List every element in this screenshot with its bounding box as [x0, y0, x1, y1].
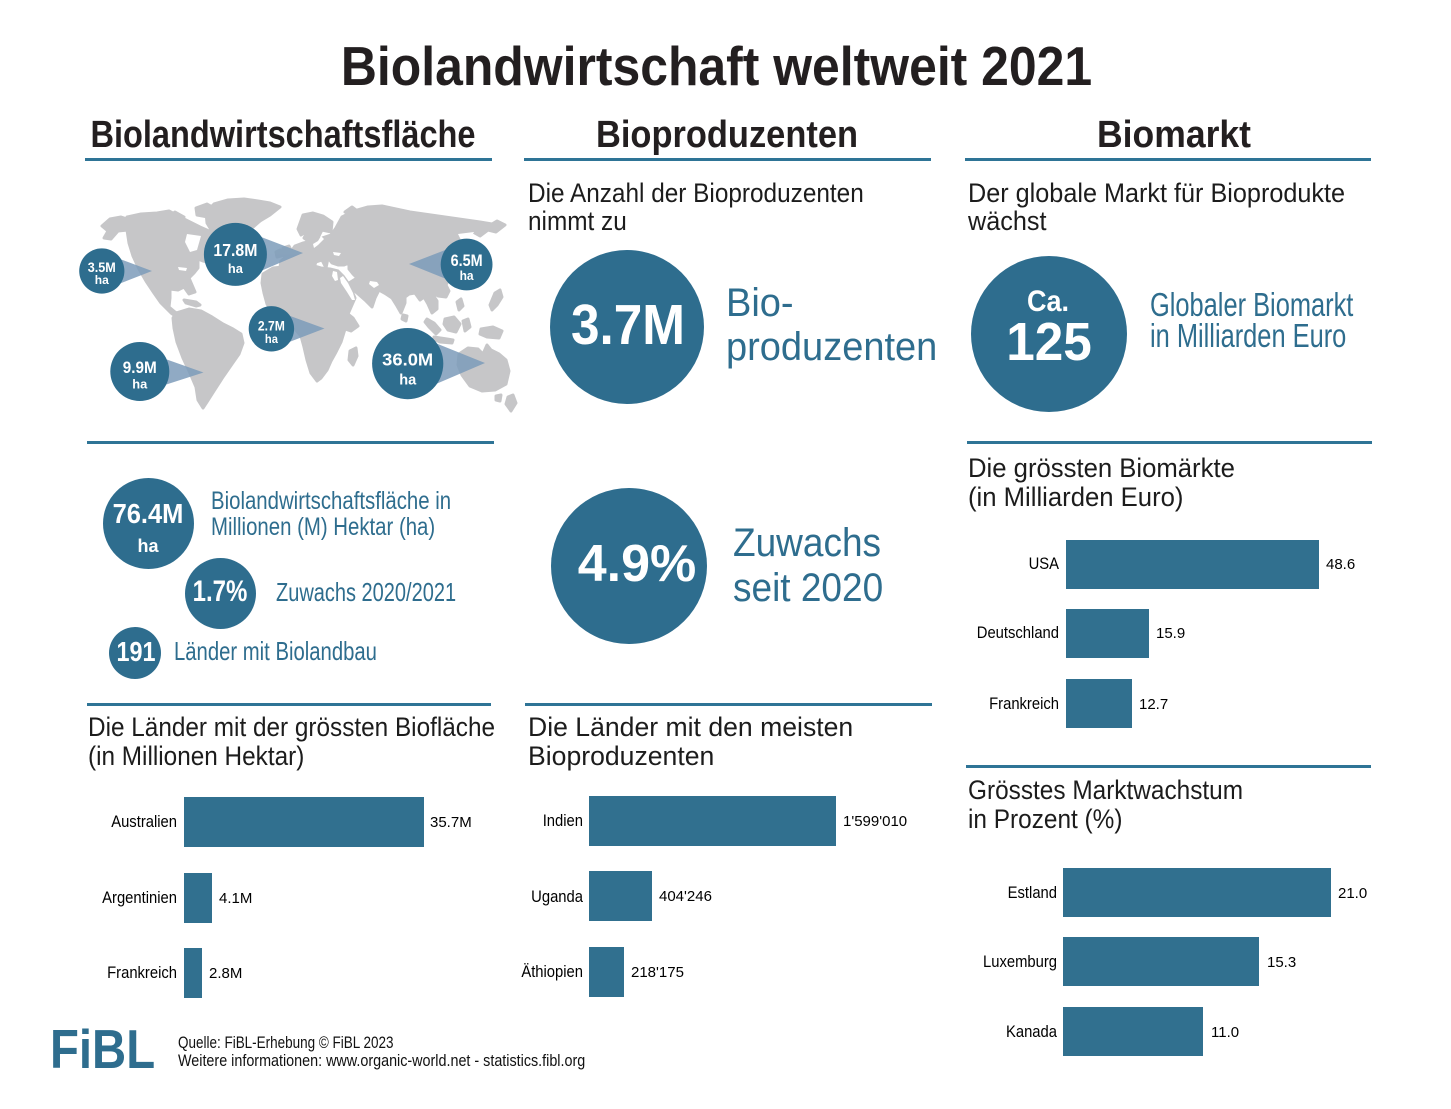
svg-text:ha: ha — [132, 377, 148, 392]
svg-text:2.7M: 2.7M — [258, 318, 285, 334]
svg-text:3.5M: 3.5M — [88, 259, 116, 275]
svg-text:ha: ha — [460, 269, 475, 283]
svg-text:6.5M: 6.5M — [451, 252, 483, 270]
svg-text:ha: ha — [399, 372, 417, 389]
svg-text:ha: ha — [265, 332, 278, 346]
svg-text:17.8M: 17.8M — [213, 240, 257, 260]
svg-text:9.9M: 9.9M — [123, 359, 157, 377]
svg-text:ha: ha — [228, 261, 244, 276]
svg-text:36.0M: 36.0M — [382, 350, 433, 370]
svg-text:ha: ha — [95, 273, 109, 287]
